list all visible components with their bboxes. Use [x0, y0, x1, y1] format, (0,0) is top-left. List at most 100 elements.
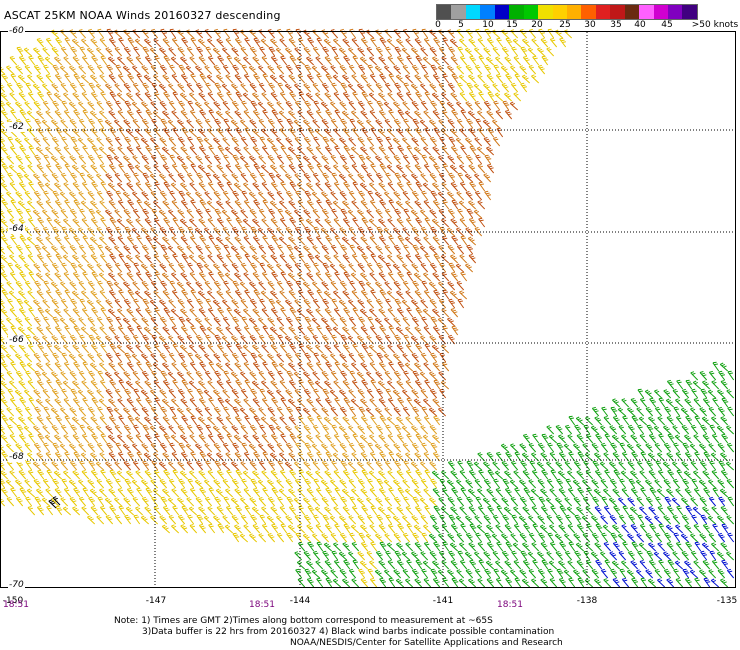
wind-barb	[144, 164, 153, 174]
wind-barb	[196, 424, 204, 435]
wind-barb	[419, 371, 429, 381]
wind-barb	[276, 191, 285, 201]
wind-barb	[17, 200, 27, 210]
wind-barb	[260, 416, 270, 426]
wind-barb	[253, 415, 261, 426]
wind-barb	[378, 92, 387, 102]
wind-barb	[171, 398, 180, 408]
wind-barb	[397, 109, 405, 120]
wind-barb	[395, 452, 405, 462]
wind-barb	[396, 290, 405, 300]
wind-barb	[555, 425, 564, 435]
wind-barb	[315, 182, 324, 192]
wind-barb	[457, 208, 465, 219]
wind-barb	[703, 577, 711, 588]
wind-barb	[393, 569, 402, 579]
wind-barb	[357, 209, 366, 219]
wind-barb	[189, 146, 198, 156]
wind-barb	[141, 496, 150, 507]
wind-barb	[225, 290, 234, 300]
wind-barb	[699, 533, 708, 543]
wind-barb	[189, 235, 198, 246]
wind-barb	[315, 470, 324, 480]
wind-barb	[258, 245, 267, 255]
wind-barb	[123, 46, 132, 57]
wind-barb	[657, 506, 666, 516]
wind-barb	[55, 379, 63, 390]
wind-barb	[439, 514, 447, 525]
wind-barb	[177, 388, 186, 399]
wind-barb	[96, 137, 105, 147]
wind-barb	[333, 307, 342, 318]
wind-barb	[279, 469, 288, 480]
wind-barb	[367, 64, 375, 75]
wind-barb	[610, 406, 618, 417]
wind-barb	[486, 110, 495, 120]
wind-barb	[379, 541, 387, 552]
wind-barb	[151, 370, 159, 381]
wind-barb	[108, 398, 117, 408]
wind-barb	[487, 127, 495, 138]
wind-barb	[521, 74, 531, 84]
wind-barb	[350, 524, 360, 534]
wind-barb	[368, 344, 378, 354]
wind-barb	[59, 65, 69, 75]
wind-barb	[420, 263, 429, 273]
wind-barb	[396, 416, 405, 426]
wind-barb	[684, 434, 693, 444]
wind-barb	[396, 559, 405, 570]
wind-barb	[603, 488, 612, 498]
wind-barb	[312, 209, 321, 219]
wind-barb	[717, 479, 726, 489]
wind-barb	[27, 254, 36, 264]
wind-barb	[592, 496, 600, 507]
wind-barb	[23, 173, 33, 183]
wind-barb	[126, 109, 135, 120]
wind-barb	[574, 514, 582, 525]
wind-barb	[510, 29, 519, 39]
wind-barb	[26, 488, 36, 498]
wind-barb	[441, 560, 450, 570]
wind-barb	[144, 55, 153, 66]
wind-barb	[348, 316, 357, 327]
wind-barb	[411, 479, 420, 489]
wind-barb	[240, 371, 249, 381]
wind-barb	[243, 272, 252, 282]
wind-barb	[214, 460, 222, 471]
wind-barb	[348, 389, 357, 399]
wind-barb	[384, 245, 393, 255]
wind-barb	[294, 83, 303, 93]
wind-barb	[144, 380, 153, 390]
wind-barb	[432, 325, 441, 336]
wind-barb	[361, 127, 369, 138]
wind-barb	[384, 317, 393, 327]
wind-barb	[225, 164, 234, 174]
wind-barb	[402, 406, 411, 417]
wind-barb	[213, 443, 222, 453]
wind-barb	[433, 289, 441, 300]
wind-barb	[682, 568, 690, 579]
wind-barb	[153, 380, 162, 390]
wind-barb	[288, 290, 297, 300]
wind-barb	[352, 559, 360, 570]
wind-barb	[549, 37, 558, 48]
wind-barb	[447, 191, 456, 201]
wind-barb	[116, 218, 126, 228]
wind-barb	[393, 65, 402, 75]
wind-barb	[331, 298, 339, 309]
wind-barb	[108, 146, 117, 156]
wind-barb	[150, 389, 159, 399]
wind-barb	[196, 46, 204, 57]
wind-barb	[270, 218, 279, 228]
wind-barb	[681, 425, 690, 435]
time-label-3: 18:51	[497, 600, 523, 610]
wind-barb	[520, 550, 528, 561]
wind-barb	[611, 434, 621, 444]
wind-barb	[478, 181, 486, 192]
wind-barb	[369, 110, 378, 120]
wind-barb	[675, 578, 684, 588]
wind-barb	[63, 92, 72, 102]
wind-barb	[423, 578, 432, 588]
wind-barb	[161, 398, 171, 408]
wind-barb	[27, 326, 36, 336]
